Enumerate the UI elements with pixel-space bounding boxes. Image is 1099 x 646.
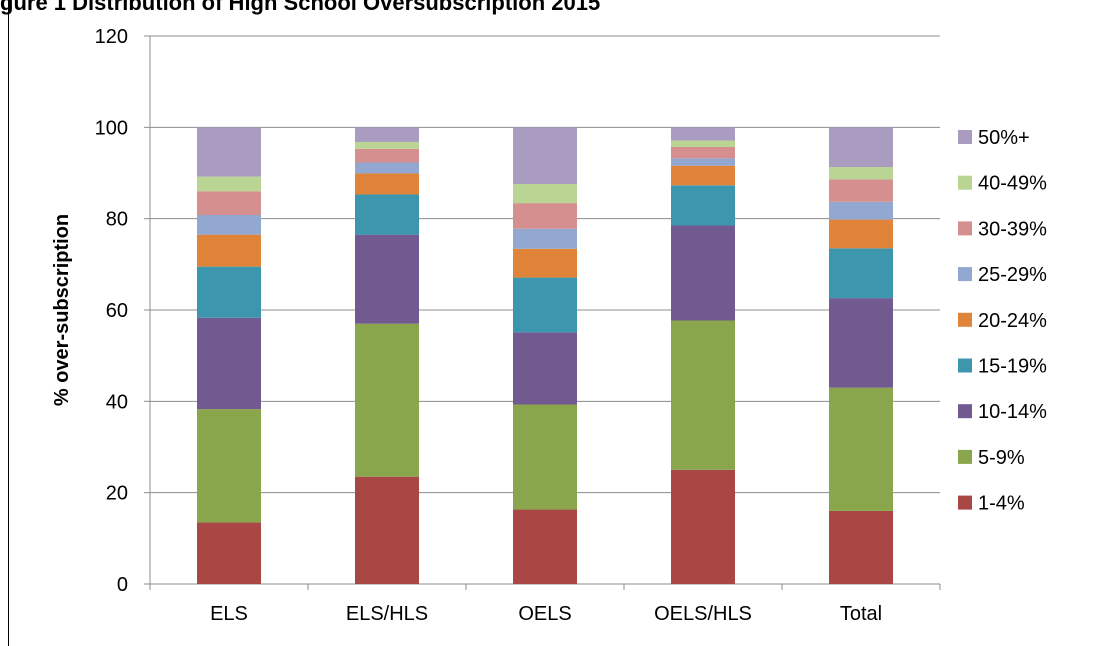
bar-segment: [513, 277, 577, 333]
x-tick-label: ELS: [210, 603, 248, 625]
legend-swatch: [958, 358, 972, 373]
bar-segment: [197, 127, 261, 177]
bar-segment: [829, 167, 893, 180]
bar-segment: [671, 158, 735, 166]
bar-segment: [513, 248, 577, 278]
x-tick-label: Total: [840, 603, 882, 625]
legend-swatch: [958, 449, 972, 464]
bar-segment: [671, 225, 735, 321]
bar-segment: [829, 510, 893, 584]
bar-segment: [513, 228, 577, 249]
bar-segment: [355, 194, 419, 235]
bar-segment: [829, 201, 893, 220]
x-tick-label: ELS/HLS: [346, 603, 428, 625]
bar-segment: [197, 522, 261, 584]
bar-segment: [355, 148, 419, 163]
bar-segment: [355, 476, 419, 584]
y-tick-label: 40: [106, 391, 128, 413]
bar-segment: [355, 141, 419, 149]
y-tick-label: 120: [95, 26, 128, 48]
legend-swatch: [958, 130, 972, 144]
bar-segment: [671, 127, 735, 141]
legend-label: 25-29%: [978, 264, 1047, 286]
legend-label: 10-14%: [978, 401, 1047, 423]
y-tick-label: 20: [106, 483, 128, 505]
bar-segment: [197, 191, 261, 216]
legend-label: 15-19%: [978, 356, 1047, 378]
bar-segment: [355, 173, 419, 195]
bar-segment: [197, 317, 261, 410]
x-tick-labels: ELS ELS/HLS OELS OELS/HLS Total: [210, 603, 882, 625]
bar-segment: [671, 185, 735, 226]
legend-swatch: [958, 312, 972, 327]
chart-title-fragment: gure 1 Distribution of High School Overs…: [0, 0, 601, 15]
y-tick-labels: 0 20 40 60 80 100 120: [95, 26, 128, 596]
bar-segment: [513, 203, 577, 229]
bar-segment: [513, 404, 577, 510]
legend-swatch: [958, 495, 972, 510]
y-tick-label: 80: [106, 209, 128, 231]
bar-segment: [829, 387, 893, 511]
bar-segment: [829, 219, 893, 249]
legend-swatch: [958, 175, 972, 190]
bar-segment: [355, 127, 419, 142]
y-tick-label: 60: [106, 300, 128, 322]
y-axis-label: % over-subscription: [51, 214, 73, 406]
bar-segment: [355, 323, 419, 477]
bar-segment: [197, 234, 261, 267]
legend-label: 1-4%: [978, 493, 1025, 515]
bar-segment: [355, 234, 419, 324]
frame-border: [8, 0, 9, 646]
legend-label: 50%+: [978, 127, 1030, 149]
bar-segment: [829, 248, 893, 299]
bar-segment: [355, 162, 419, 174]
x-tick-label: OELS/HLS: [654, 603, 752, 625]
legend: 50%+ 40-49% 30-39% 25-29% 20-24% 15-19% 10-14%…: [958, 127, 1047, 515]
bar-segment: [671, 140, 735, 147]
bar-segment: [829, 179, 893, 202]
x-tick-label: OELS: [518, 603, 571, 625]
bar-segment: [513, 509, 577, 584]
y-tick-label: 100: [95, 117, 128, 139]
bar-segment: [671, 165, 735, 186]
bar-segment: [829, 298, 893, 388]
bar-segment: [197, 266, 261, 318]
bar-segment: [197, 176, 261, 192]
bar-segment: [671, 146, 735, 159]
bar-segment: [513, 127, 577, 184]
bar-segment: [671, 469, 735, 584]
legend-swatch: [958, 267, 972, 282]
legend-label: 30-39%: [978, 218, 1047, 240]
legend-label: 20-24%: [978, 310, 1047, 332]
bars: [197, 127, 893, 584]
bar-segment: [513, 183, 577, 204]
legend-swatch: [958, 404, 972, 419]
legend-label: 5-9%: [978, 447, 1025, 469]
legend-label: 40-49%: [978, 173, 1047, 195]
bar-segment: [671, 320, 735, 470]
y-tick-label: 0: [117, 574, 128, 596]
bar-segment: [829, 127, 893, 168]
legend-swatch: [958, 221, 972, 236]
bar-segment: [513, 332, 577, 405]
bar-segment: [197, 215, 261, 235]
bar-segment: [197, 409, 261, 523]
